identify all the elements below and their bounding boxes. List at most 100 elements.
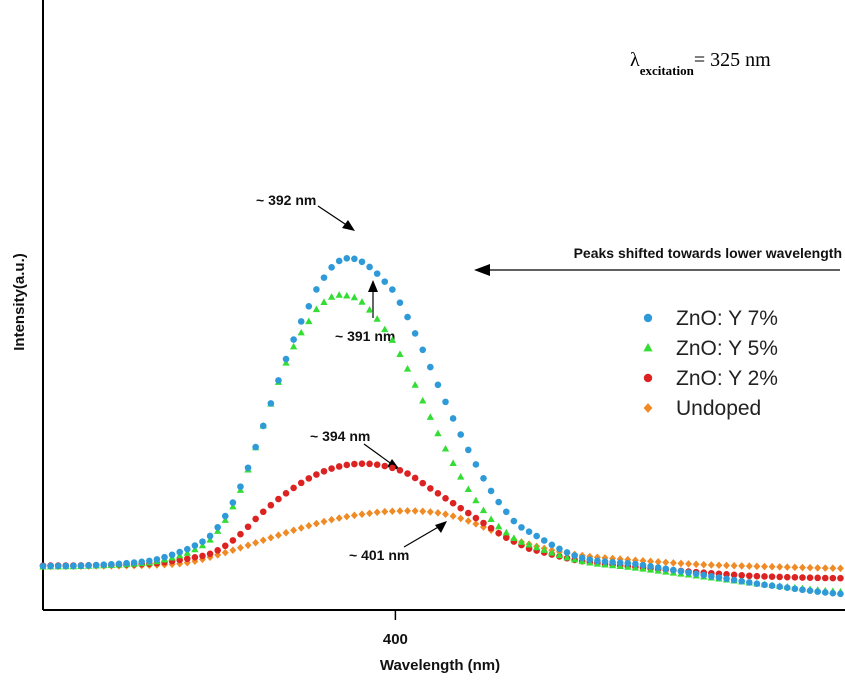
data-point bbox=[289, 342, 298, 350]
data-point bbox=[533, 543, 541, 551]
data-point bbox=[404, 470, 411, 477]
data-point bbox=[282, 355, 290, 363]
shift-note: Peaks shifted towards lower wavelength bbox=[574, 245, 842, 261]
legend-marker bbox=[643, 403, 653, 413]
peak-arrow-undoped-line bbox=[403, 525, 441, 548]
data-point bbox=[776, 573, 783, 581]
data-point bbox=[730, 571, 738, 579]
data-point bbox=[404, 313, 411, 321]
data-point bbox=[723, 561, 730, 570]
data-point bbox=[388, 336, 396, 343]
data-point bbox=[214, 547, 221, 554]
legend-label: ZnO: Y 5% bbox=[676, 337, 778, 360]
data-point bbox=[328, 515, 336, 524]
data-point bbox=[305, 303, 313, 310]
data-point bbox=[776, 563, 784, 571]
data-point bbox=[259, 422, 267, 430]
data-point bbox=[806, 574, 814, 582]
data-point bbox=[806, 587, 814, 595]
data-point bbox=[821, 564, 829, 572]
data-point bbox=[62, 562, 70, 570]
data-point bbox=[791, 585, 799, 593]
data-point bbox=[161, 553, 168, 561]
data-point bbox=[601, 554, 609, 562]
data-point bbox=[829, 589, 837, 597]
data-point bbox=[768, 573, 776, 581]
data-point bbox=[275, 377, 282, 384]
data-point bbox=[221, 542, 229, 550]
data-point bbox=[214, 551, 222, 559]
data-point bbox=[692, 560, 700, 569]
data-point bbox=[449, 415, 457, 422]
data-point bbox=[411, 507, 419, 515]
series-undoped bbox=[39, 507, 844, 573]
data-point bbox=[373, 270, 381, 277]
data-point bbox=[335, 291, 343, 298]
data-point bbox=[821, 574, 829, 582]
data-point bbox=[434, 490, 442, 497]
data-point bbox=[753, 580, 761, 588]
data-point bbox=[290, 484, 297, 492]
data-point bbox=[221, 548, 229, 557]
data-point bbox=[670, 566, 677, 574]
data-point bbox=[313, 471, 320, 478]
peak-arrow-y7-line bbox=[317, 205, 349, 227]
data-point bbox=[518, 524, 525, 531]
x-axis-title: Wavelength (nm) bbox=[380, 657, 500, 674]
data-point bbox=[39, 562, 47, 570]
data-point bbox=[381, 278, 389, 285]
data-point bbox=[821, 589, 829, 596]
data-point bbox=[320, 298, 328, 305]
data-point bbox=[290, 336, 297, 343]
data-point bbox=[738, 562, 746, 570]
data-point bbox=[632, 560, 639, 568]
data-point bbox=[829, 574, 837, 582]
legend-label: ZnO: Y 7% bbox=[676, 307, 778, 330]
legend-label: ZnO: Y 2% bbox=[676, 367, 778, 390]
data-point bbox=[297, 479, 305, 487]
data-point bbox=[715, 561, 723, 570]
data-point bbox=[419, 346, 427, 354]
data-point bbox=[434, 429, 442, 437]
data-point bbox=[70, 562, 77, 570]
excitation-subscript: excitation bbox=[640, 63, 695, 78]
data-point bbox=[487, 524, 495, 532]
peak-label-y7: ~ 392 nm bbox=[256, 192, 316, 208]
peak-label-undoped: ~ 401 nm bbox=[349, 547, 409, 563]
data-point bbox=[92, 561, 100, 569]
data-point bbox=[791, 563, 799, 572]
data-point bbox=[100, 561, 108, 568]
data-point bbox=[814, 574, 821, 582]
data-point bbox=[191, 557, 199, 566]
data-point bbox=[442, 494, 449, 502]
data-point bbox=[738, 571, 746, 579]
data-point bbox=[525, 528, 533, 535]
data-point bbox=[480, 519, 487, 527]
data-point bbox=[358, 460, 366, 467]
data-point bbox=[206, 535, 214, 543]
data-point bbox=[829, 564, 837, 573]
x-tick-label: 400 bbox=[383, 631, 408, 648]
data-point bbox=[708, 573, 715, 580]
data-point bbox=[441, 444, 450, 452]
data-point bbox=[768, 562, 776, 571]
data-point bbox=[799, 563, 806, 572]
data-point bbox=[685, 569, 692, 576]
data-point bbox=[464, 485, 472, 493]
data-point bbox=[647, 557, 655, 566]
data-point bbox=[229, 499, 237, 506]
data-point bbox=[244, 541, 252, 550]
data-point bbox=[77, 562, 85, 569]
data-point bbox=[570, 555, 579, 563]
data-point bbox=[404, 507, 412, 515]
data-point bbox=[540, 546, 548, 553]
data-point bbox=[601, 558, 609, 565]
data-point bbox=[814, 564, 822, 572]
legend: ZnO: Y 7% ZnO: Y 5% ZnO: Y 2% Undoped bbox=[643, 307, 778, 420]
data-point bbox=[427, 485, 434, 492]
data-point bbox=[366, 460, 373, 468]
data-point bbox=[563, 553, 571, 561]
data-point bbox=[799, 586, 806, 594]
data-point bbox=[259, 508, 267, 516]
data-point bbox=[221, 516, 229, 523]
